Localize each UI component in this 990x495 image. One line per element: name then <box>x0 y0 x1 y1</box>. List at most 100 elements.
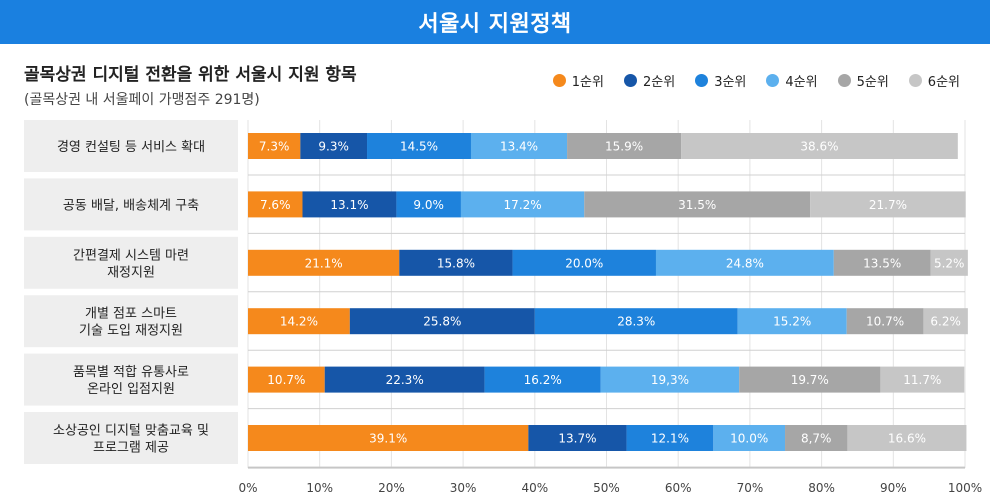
data-label: 31.5% <box>678 198 716 212</box>
page-banner: 서울시 지원정책 <box>0 0 990 44</box>
legend-item: 6순위 <box>908 71 960 90</box>
bar-segment <box>528 425 627 451</box>
category-label: 프로그램 제공 <box>93 441 169 456</box>
category-label: 경영 컨설팅 등 서비스 확대 <box>57 140 205 155</box>
legend-label: 1순위 <box>571 75 604 90</box>
x-tick-label: 10% <box>306 481 333 495</box>
data-label: 9.3% <box>318 140 349 154</box>
x-tick-label: 60% <box>665 481 692 495</box>
bar-segment <box>739 366 881 393</box>
bar-segment <box>930 249 968 276</box>
bar-segment <box>833 249 931 276</box>
bar-segment <box>470 133 568 159</box>
data-label: 8,7% <box>801 432 832 446</box>
category-label-box <box>24 295 238 348</box>
legend-swatch <box>552 74 566 87</box>
legend-item: 4순위 <box>766 71 818 90</box>
data-label: 22.3% <box>386 373 424 387</box>
bar-segment <box>713 425 786 451</box>
data-label: 15.2% <box>773 315 811 329</box>
category-label-box <box>24 353 238 406</box>
category-label: 온라인 입점지원 <box>87 382 175 397</box>
bar-segment <box>248 249 400 276</box>
chart-title-block: 골목상권 디지털 전환을 위한 서울시 지원 항목 (골목상권 내 서울페이 가… <box>24 60 357 109</box>
data-label: 6.2% <box>930 315 961 329</box>
data-label: 10.0% <box>730 432 768 446</box>
bar-segment <box>367 133 471 159</box>
bar-segment <box>399 249 513 276</box>
data-label: 13.4% <box>500 140 538 154</box>
data-label: 11.7% <box>903 373 941 387</box>
legend-label: 4순위 <box>785 75 818 90</box>
bar-segment <box>880 366 965 393</box>
x-tick-label: 80% <box>808 481 835 495</box>
x-tick-label: 0% <box>238 481 257 495</box>
x-tick-label: 90% <box>880 481 907 495</box>
bar-segment <box>248 191 303 218</box>
legend-item: 2순위 <box>623 71 675 90</box>
bar-segment <box>600 366 740 393</box>
category-label: 개별 점포 스마트 <box>85 307 177 322</box>
data-label: 17.2% <box>504 198 542 212</box>
bar-segment <box>248 425 529 451</box>
data-label: 13.5% <box>863 256 901 270</box>
bar-segment <box>567 133 682 159</box>
banner-title: 서울시 지원정책 <box>418 12 572 37</box>
legend-item: 5순위 <box>837 71 889 90</box>
bar-segment <box>302 191 397 218</box>
legend-swatch <box>908 74 922 87</box>
category-label: 기술 도입 재정지원 <box>79 324 183 339</box>
legend-label: 5순위 <box>856 75 889 90</box>
category-label-box <box>24 236 238 289</box>
category-label: 공동 배달, 배송체계 구축 <box>63 198 199 213</box>
bar-segment <box>534 308 738 335</box>
bar-segment <box>626 425 714 451</box>
category-label: 품목별 적합 유통사로 <box>73 365 189 380</box>
chart-legend: 1순위 2순위 3순위 4순위 5순위 6순위 <box>552 71 960 90</box>
legend-swatch <box>837 74 851 87</box>
data-label: 28.3% <box>617 315 655 329</box>
data-label: 12.1% <box>651 432 689 446</box>
data-label: 10.7% <box>267 373 305 387</box>
data-label: 20.0% <box>565 256 603 270</box>
bar-segment <box>655 249 834 276</box>
bar-segment <box>681 133 958 159</box>
data-label: 13.1% <box>330 198 368 212</box>
bar-segment <box>512 249 656 276</box>
data-label: 13.7% <box>558 432 596 446</box>
bar-segment <box>785 425 848 451</box>
x-tick-label: 30% <box>450 481 477 495</box>
legend-item: 3순위 <box>695 71 746 90</box>
legend-label: 3순위 <box>714 75 747 90</box>
bar-segment <box>737 308 847 335</box>
data-label: 21.1% <box>305 256 343 270</box>
x-tick-label: 20% <box>378 481 405 495</box>
bar-segment <box>846 308 924 335</box>
data-label: 15.8% <box>437 256 475 270</box>
x-tick-label: 100% <box>948 481 982 495</box>
bar-segment <box>248 366 325 393</box>
x-tick-label: 40% <box>521 481 548 495</box>
data-label: 7.3% <box>259 140 290 154</box>
legend-item: 1순위 <box>552 71 604 90</box>
bar-segment <box>847 425 967 451</box>
x-tick-label: 50% <box>593 481 620 495</box>
bar-segment <box>923 308 968 335</box>
data-label: 25.8% <box>423 315 461 329</box>
data-label: 21.7% <box>869 198 907 212</box>
bar-segment <box>460 191 585 218</box>
legend-label: 6순위 <box>927 75 960 90</box>
category-label-box <box>24 178 238 231</box>
chart-title: 골목상권 디지털 전환을 위한 서울시 지원 항목 <box>24 65 357 85</box>
data-label: 9.0% <box>413 198 444 212</box>
category-label-box <box>24 120 238 172</box>
data-label: 24.8% <box>726 256 764 270</box>
bar-segment <box>349 308 535 335</box>
category-label-box <box>24 412 238 464</box>
legend-swatch <box>766 74 780 87</box>
data-label: 38.6% <box>800 140 838 154</box>
data-label: 7.6% <box>260 198 291 212</box>
bar-segment <box>300 133 368 159</box>
bar-segment <box>324 366 485 393</box>
